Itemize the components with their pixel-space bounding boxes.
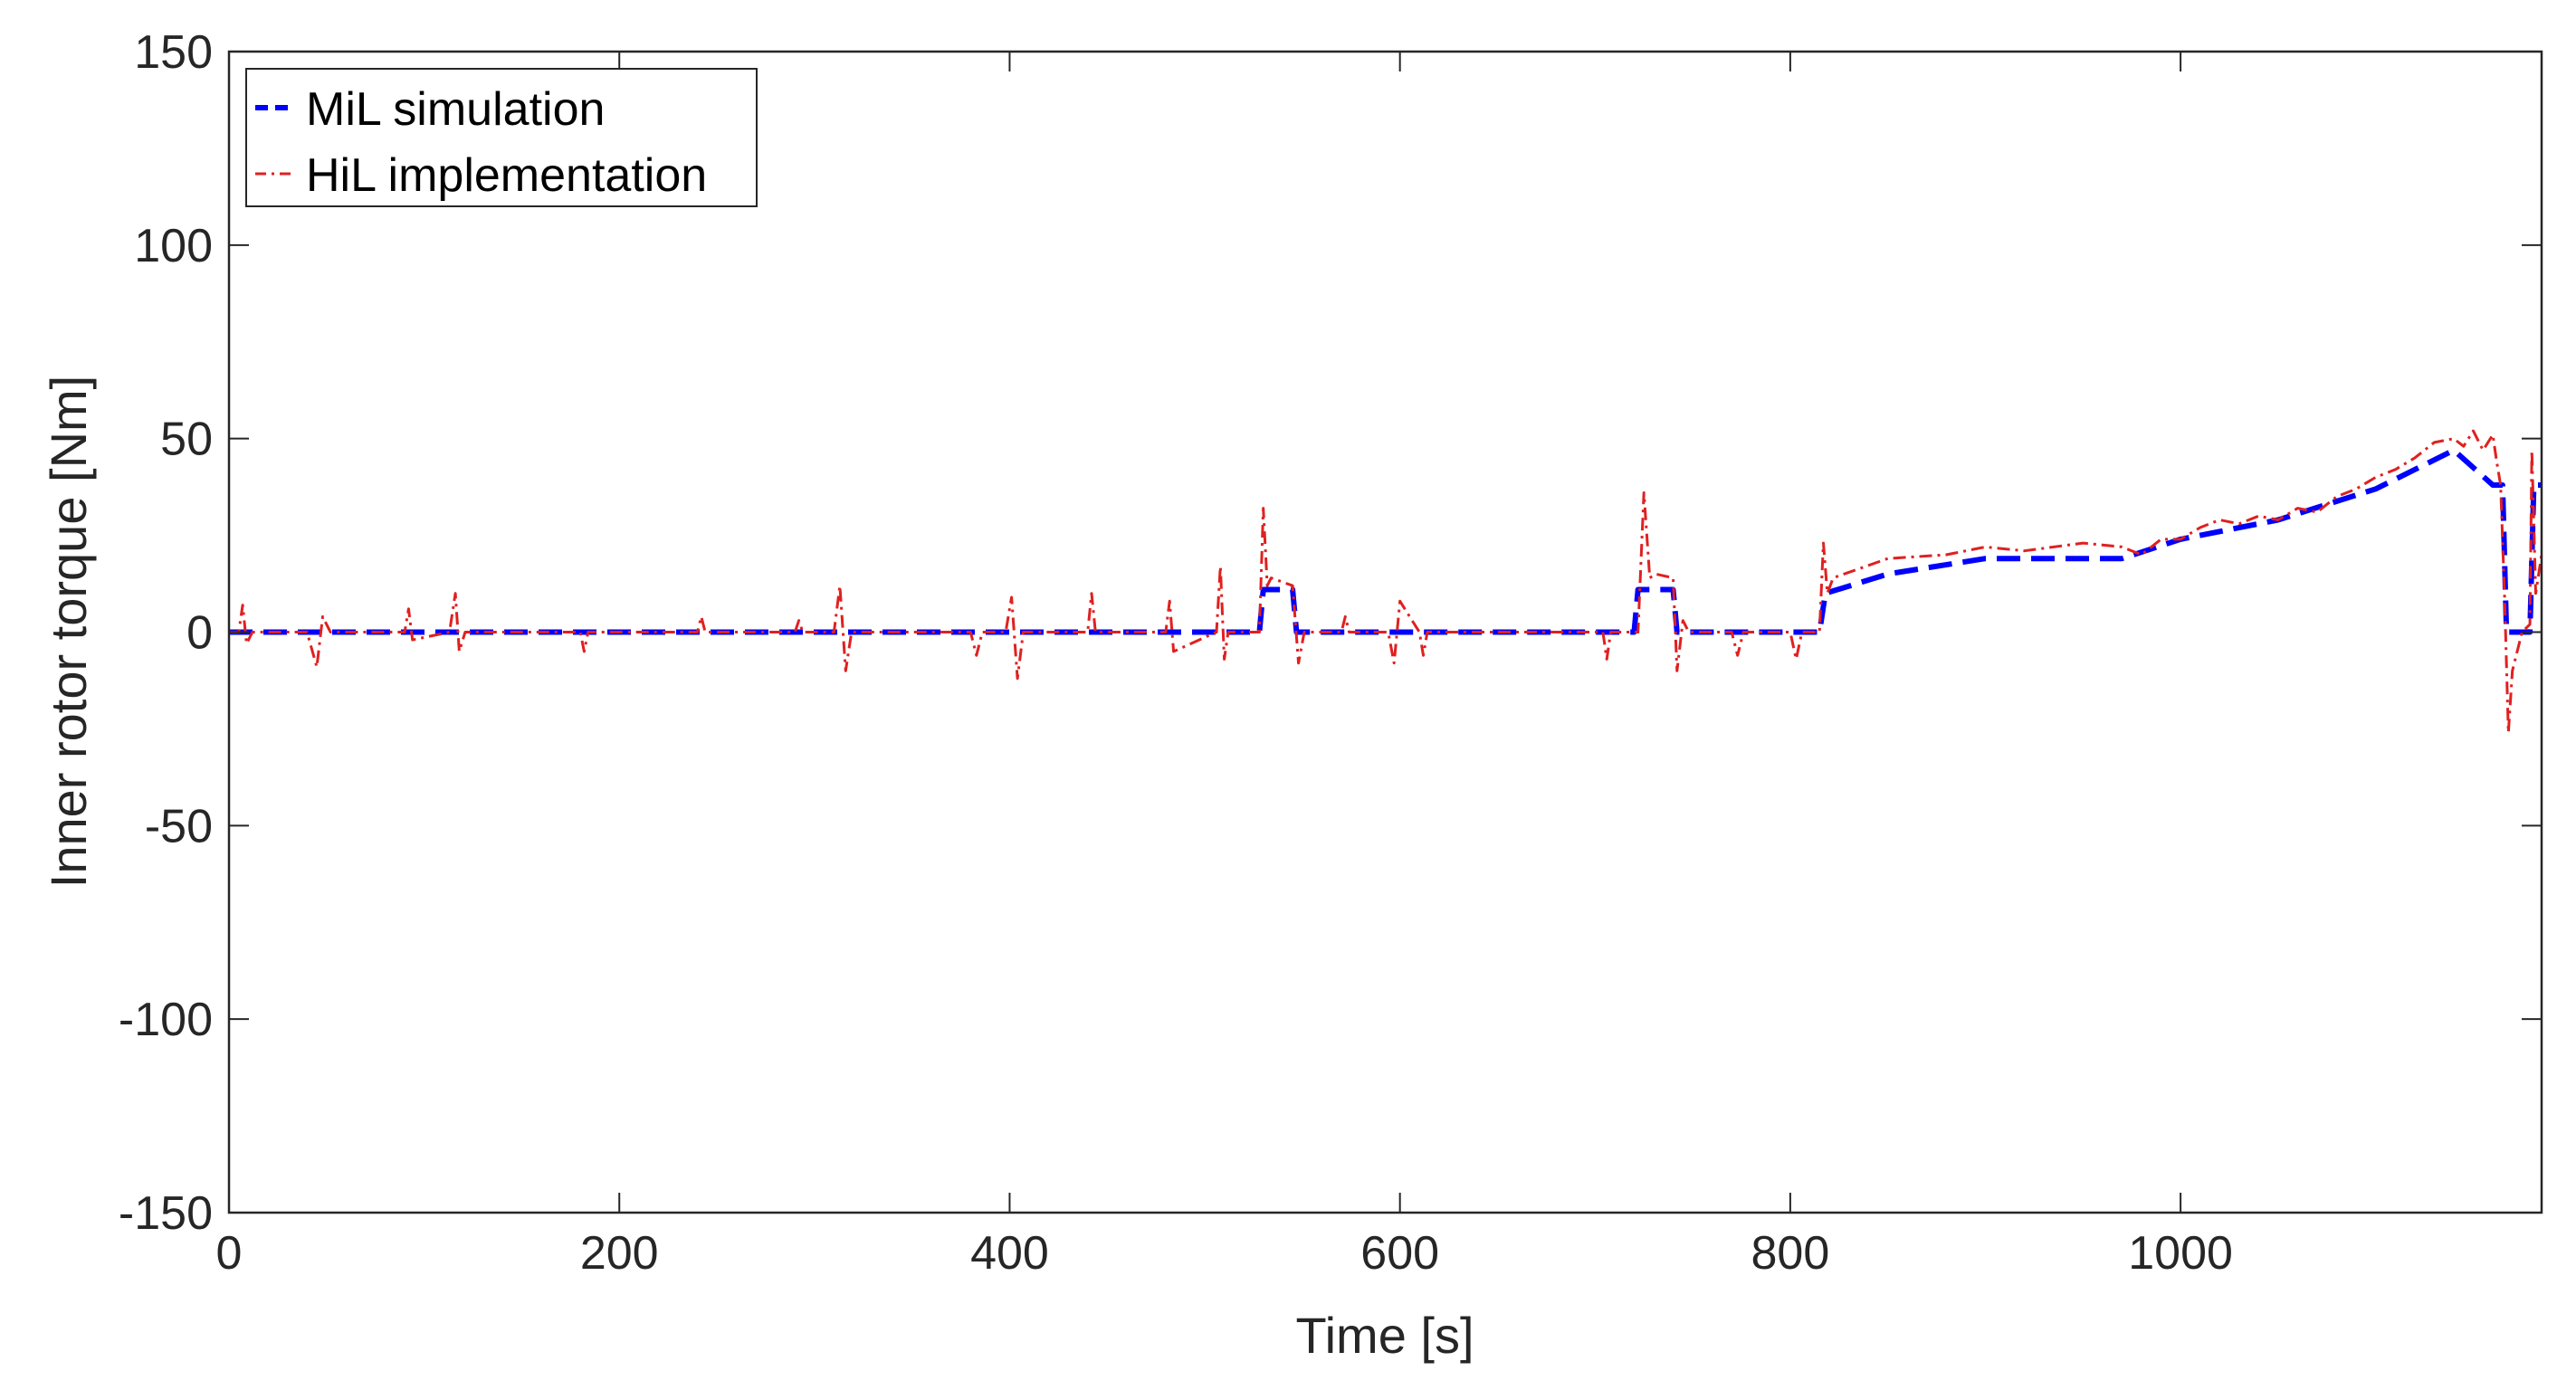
series-line-hil-implementation (229, 429, 2543, 735)
y-tick-label: 150 (134, 26, 213, 79)
series-layer (229, 429, 2543, 735)
x-tick-label: 600 (1360, 1227, 1439, 1280)
y-tick-label: -100 (119, 994, 213, 1046)
legend-hil-label: HiL implementation (306, 149, 707, 202)
axes-box (227, 50, 2543, 1214)
y-tick-label: 50 (160, 414, 213, 466)
x-tick-label: 0 (216, 1227, 243, 1280)
x-tick-label: 800 (1751, 1227, 1830, 1280)
y-tick-label: 0 (186, 607, 213, 660)
y-tick-label: -50 (145, 800, 213, 852)
x-tick-label: 1000 (2128, 1227, 2233, 1280)
legend: MiL simulation HiL implementation (245, 68, 758, 207)
x-axis-label: Time [s] (1295, 1307, 1474, 1364)
y-tick-label: -150 (119, 1187, 213, 1240)
ticks-layer: 0 200 400 600 800 1000 -150 -100 -50 0 50 100 150 (119, 26, 2542, 1280)
y-axis-label: Inner rotor torque [Nm] (40, 376, 97, 888)
x-tick-label: 400 (970, 1227, 1049, 1280)
y-tick-label: 100 (134, 220, 213, 272)
legend-box (245, 68, 758, 207)
x-tick-label: 200 (580, 1227, 659, 1280)
legend-mil-label: MiL simulation (306, 83, 605, 136)
